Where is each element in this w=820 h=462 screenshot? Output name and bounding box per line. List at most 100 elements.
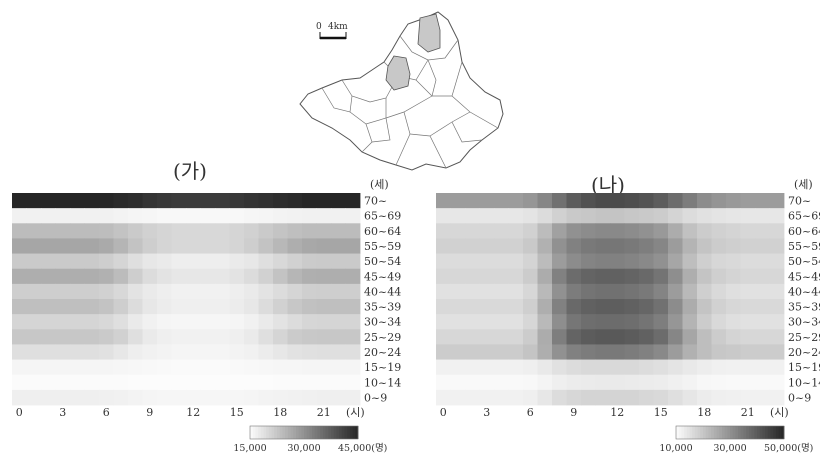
heatmap-cell <box>229 238 245 254</box>
heatmap-cell <box>41 359 56 376</box>
heatmap-cell <box>769 283 785 300</box>
colorbar-step <box>274 426 278 439</box>
heatmap-cell <box>215 359 230 376</box>
heatmap-cell <box>128 283 143 300</box>
heatmap-cell <box>244 268 259 285</box>
colorbar-step <box>781 426 785 439</box>
colorbar-step <box>765 426 769 439</box>
colorbar-step <box>705 426 709 439</box>
heatmap-cell <box>755 344 770 360</box>
heatmap-cell <box>55 359 71 376</box>
heatmap-cell <box>258 238 274 254</box>
heatmap-cell <box>508 193 524 209</box>
map-scale-zero: 0 <box>316 22 322 32</box>
heatmap-cell <box>287 314 303 330</box>
heatmap-cell <box>258 344 274 360</box>
heatmap-cell <box>316 238 332 254</box>
heatmap-cell <box>465 344 480 360</box>
x-tick-label: 12 <box>610 406 624 419</box>
colorbar: 15,000 30,000 45,000(명) <box>233 425 387 454</box>
heatmap-cells <box>12 193 361 406</box>
heatmap-cell <box>302 193 317 209</box>
row-label: 35~39 <box>788 301 820 314</box>
heatmap-cell <box>331 193 346 209</box>
heatmap-cell <box>244 374 259 391</box>
heatmap-cell <box>740 268 756 285</box>
heatmap-cell <box>26 268 42 285</box>
heatmap-cell <box>215 329 230 345</box>
heatmap-cell <box>345 359 361 376</box>
heatmap-cell <box>711 389 727 406</box>
heatmap-cell <box>624 359 640 376</box>
colorbar-step <box>295 426 299 439</box>
colorbar-step <box>255 426 259 439</box>
heatmap-cell <box>113 299 129 315</box>
heatmap-cell <box>537 283 553 300</box>
heatmap-cell <box>494 374 509 391</box>
heatmap-cell <box>508 374 524 391</box>
heatmap-cell <box>128 238 143 254</box>
heatmap-cells <box>436 193 785 406</box>
heatmap-cell <box>566 389 582 406</box>
heatmap-cell <box>215 193 230 209</box>
heatmap-cell <box>128 359 143 376</box>
heatmap-cell <box>639 374 654 391</box>
heatmap-cell <box>494 299 509 315</box>
heatmap-cell <box>12 268 27 285</box>
heatmap-cell <box>552 193 567 209</box>
heatmap-cell <box>494 253 509 270</box>
heatmap-cell <box>552 283 567 300</box>
heatmap-cell <box>157 374 172 391</box>
heatmap-cell <box>55 208 71 224</box>
x-tick-label: 9 <box>146 406 153 419</box>
heatmap-cell <box>186 299 201 315</box>
colorbar-step <box>320 426 324 439</box>
colorbar-tick-label: 15,000 <box>233 443 266 454</box>
heatmap-cell <box>595 193 611 209</box>
heatmap-cell <box>769 314 785 330</box>
heatmap-cell <box>84 283 100 300</box>
heatmap-cell <box>55 299 71 315</box>
heatmap-cell <box>494 238 509 254</box>
heatmap-cell <box>316 223 332 239</box>
heatmap-cell <box>479 299 495 315</box>
heatmap-cell <box>55 283 71 300</box>
heatmap-cell <box>84 223 100 239</box>
heatmap-cell <box>769 253 785 270</box>
heatmap-cell <box>711 238 727 254</box>
heatmap-cell <box>229 359 245 376</box>
heatmap-cell <box>552 208 567 224</box>
colorbar-step <box>689 426 693 439</box>
heatmap-cell <box>595 344 611 360</box>
heatmap-cell <box>711 208 727 224</box>
heatmap-cell <box>316 359 332 376</box>
heatmap-cell <box>215 238 230 254</box>
heatmap-cell <box>55 253 71 270</box>
heatmap-cell <box>12 208 27 224</box>
heatmap-cell <box>55 223 71 239</box>
heatmap-cell <box>142 253 158 270</box>
heatmap-cell <box>523 283 538 300</box>
heatmap-cell <box>200 329 216 345</box>
heatmap-cell <box>726 238 741 254</box>
heatmap-cell <box>229 268 245 285</box>
heatmap-cell <box>345 283 361 300</box>
colorbar-step <box>277 426 281 439</box>
heatmap-cell <box>70 344 85 360</box>
heatmap-cell <box>552 238 567 254</box>
heatmap-cell <box>171 299 187 315</box>
heatmap-cell <box>113 253 129 270</box>
heatmap-cell <box>595 253 611 270</box>
heatmap-cell <box>142 344 158 360</box>
colorbar-step <box>711 426 715 439</box>
heatmap-cell <box>494 208 509 224</box>
heatmap-cell <box>494 223 509 239</box>
heatmap-cell <box>12 238 27 254</box>
colorbar-tick-label: 45,000(명) <box>338 443 387 454</box>
heatmap-cell <box>508 253 524 270</box>
heatmap-cell <box>726 208 741 224</box>
heatmap-cell <box>55 314 71 330</box>
heatmap-cell <box>711 283 727 300</box>
heatmap-cell <box>331 238 346 254</box>
